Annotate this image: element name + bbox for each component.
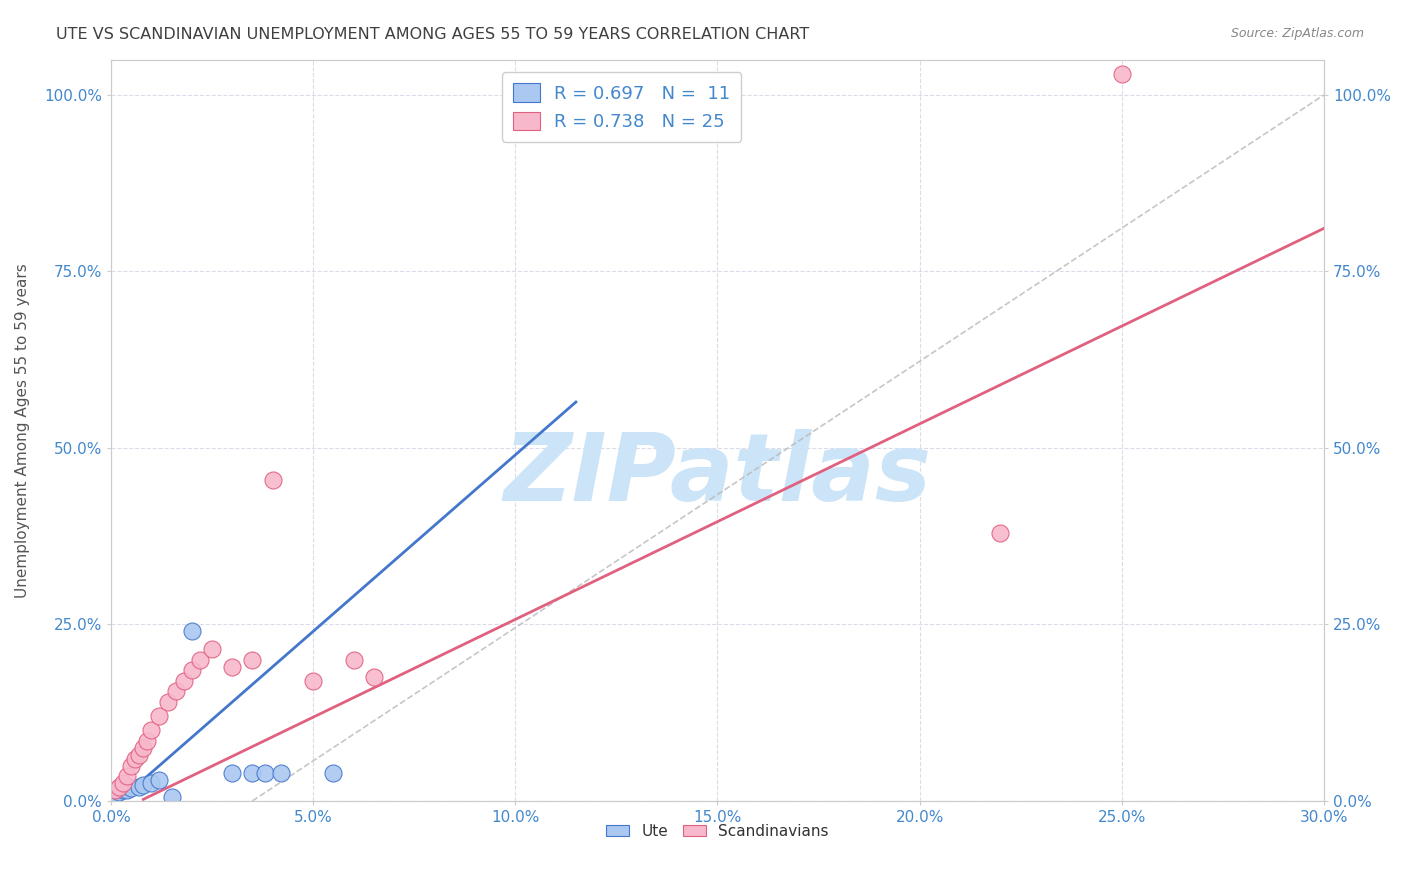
Point <box>342 653 364 667</box>
Point <box>141 776 163 790</box>
Text: Source: ZipAtlas.com: Source: ZipAtlas.com <box>1230 27 1364 40</box>
Point <box>302 673 325 688</box>
Point <box>242 653 264 667</box>
Point <box>120 781 142 796</box>
Point <box>165 684 187 698</box>
Point <box>253 765 276 780</box>
Text: UTE VS SCANDINAVIAN UNEMPLOYMENT AMONG AGES 55 TO 59 YEARS CORRELATION CHART: UTE VS SCANDINAVIAN UNEMPLOYMENT AMONG A… <box>56 27 810 42</box>
Point <box>120 758 142 772</box>
Point <box>201 642 224 657</box>
Point <box>990 525 1012 540</box>
Point <box>173 673 195 688</box>
Point <box>180 663 202 677</box>
Text: ZIPatlas: ZIPatlas <box>503 429 932 521</box>
Point <box>156 695 179 709</box>
Point <box>262 473 284 487</box>
Point <box>104 787 127 801</box>
Point <box>112 776 135 790</box>
Point <box>1111 67 1133 81</box>
Point <box>115 783 138 797</box>
Point <box>242 765 264 780</box>
Point <box>221 765 243 780</box>
Legend: Ute, Scandinavians: Ute, Scandinavians <box>600 818 835 845</box>
Point <box>132 778 155 792</box>
Y-axis label: Unemployment Among Ages 55 to 59 years: Unemployment Among Ages 55 to 59 years <box>15 263 30 598</box>
Point <box>160 790 183 805</box>
Point <box>108 780 131 794</box>
Point <box>108 785 131 799</box>
Point <box>363 670 385 684</box>
Point <box>124 751 146 765</box>
Point <box>221 659 243 673</box>
Point <box>148 709 170 723</box>
Point <box>148 772 170 787</box>
Point <box>128 780 150 794</box>
Point <box>104 783 127 797</box>
Point <box>132 740 155 755</box>
Point <box>128 747 150 762</box>
Point <box>180 624 202 639</box>
Point <box>136 734 159 748</box>
Point <box>270 765 292 780</box>
Point <box>322 765 344 780</box>
Point <box>141 723 163 738</box>
Point <box>112 783 135 797</box>
Point <box>115 769 138 783</box>
Point <box>188 653 211 667</box>
